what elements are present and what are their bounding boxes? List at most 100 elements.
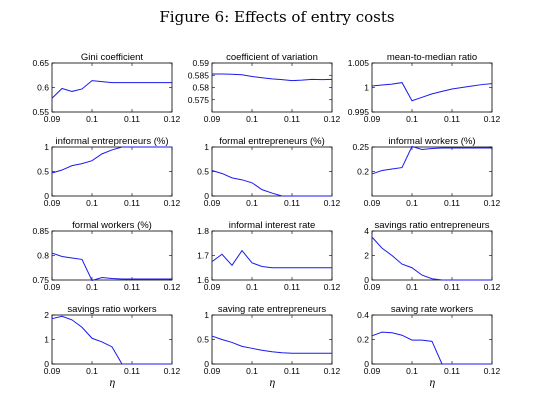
chart-4-ytick-label-2: 1	[204, 142, 209, 152]
chart-0-xtick-label-1: 0.1	[86, 114, 98, 124]
chart-0-series-line	[51, 80, 172, 99]
chart-8-xtick-label-2: 0.11	[444, 282, 460, 292]
chart-9-xtick-label-1: 0.1	[86, 366, 98, 376]
chart-1-title: coefficient of variation	[226, 52, 318, 63]
chart-6-xtick-label-0: 0.09	[44, 282, 61, 292]
chart-2-xtick-label-3: 0.12	[484, 114, 501, 124]
chart-6-ytick-label-0: 0.75	[32, 275, 49, 285]
chart-0-ytick-label-1: 0.6	[37, 83, 49, 93]
chart-2-xtick-label-2: 0.11	[444, 114, 460, 124]
chart-1-xtick-label-0: 0.09	[204, 114, 221, 124]
chart-4-xtick-label-1: 0.1	[246, 198, 258, 208]
chart-2-series-line	[371, 82, 493, 102]
chart-9-xtick-label-0: 0.09	[44, 366, 61, 376]
chart-4-xtick-label-3: 0.12	[324, 198, 341, 208]
chart-7-xtick-label-0: 0.09	[204, 282, 221, 292]
chart-5-xtick-label-1: 0.1	[406, 198, 418, 208]
chart-8-xtick-label-1: 0.1	[406, 282, 418, 292]
chart-10-axes	[211, 314, 333, 365]
chart-7-xtick-label-1: 0.1	[246, 282, 258, 292]
chart-9-ytick-label-1: 1	[44, 335, 49, 345]
chart-6-xtick-label-1: 0.1	[86, 282, 98, 292]
chart-3-ytick-label-1: 0.5	[37, 167, 49, 177]
chart-6-series-line	[51, 252, 172, 282]
chart-11-ytick-label-2: 0.4	[357, 310, 369, 320]
chart-8-panel: savings ratio entrepreneurs 0.09 0.1 0.11 0.…	[364, 220, 501, 292]
chart-7-axes	[211, 230, 333, 281]
chart-5-ytick-label-0: 0.2	[357, 167, 369, 177]
chart-2-xtick-label-1: 0.1	[406, 114, 418, 124]
chart-0-panel: Gini coefficient 0.09 0.1 0.11 0.12 0.55 0.6 0.…	[32, 52, 180, 124]
chart-5-title: informal workers (%)	[388, 136, 475, 147]
chart-8-title: savings ratio entrepreneurs	[374, 220, 489, 231]
chart-2-ytick-label-0: 0.995	[348, 107, 370, 117]
chart-11-series-line	[371, 331, 492, 365]
chart-11-axes	[371, 314, 493, 365]
chart-6-axes	[51, 230, 173, 281]
chart-3-panel: informal entrepreneurs (%) 0.09 0.1 0.11 0.1…	[37, 136, 180, 208]
chart-0-xtick-label-2: 0.11	[124, 114, 140, 124]
chart-1-ytick-label-3: 0.59	[192, 58, 209, 68]
chart-9-xlabel: η	[109, 378, 115, 389]
chart-6-title: formal workers (%)	[72, 220, 152, 231]
chart-6-xtick-label-2: 0.11	[124, 282, 140, 292]
figure-title: Figure 6: Effects of entry costs	[159, 8, 394, 26]
chart-9-panel: savings ratio workers 0.09 0.1 0.11 0.12 0 1 2 η	[44, 304, 181, 389]
chart-1-panel: coefficient of variation 0.09 0.1 0.11 0.12 0…	[188, 52, 341, 124]
chart-8-xtick-label-3: 0.12	[484, 282, 501, 292]
chart-1-ytick-label-1: 0.58	[192, 83, 209, 93]
chart-11-xtick-label-2: 0.11	[444, 366, 460, 376]
chart-10-xtick-label-1: 0.1	[246, 366, 258, 376]
chart-7-ytick-label-2: 1.8	[197, 226, 209, 236]
chart-8-ytick-label-1: 2	[364, 251, 369, 261]
chart-3-axes	[51, 146, 173, 197]
chart-10-xtick-label-3: 0.12	[324, 366, 341, 376]
chart-9-xtick-label-3: 0.12	[164, 366, 181, 376]
chart-5-axes	[371, 146, 493, 197]
chart-4-panel: formal entrepreneurs (%) 0.09 0.1 0.11 0.12 0…	[197, 136, 340, 208]
chart-1-ytick-label-2: 0.585	[188, 70, 210, 80]
chart-2-title: mean-to-median ratio	[387, 52, 477, 63]
chart-11-title: saving rate workers	[391, 304, 474, 315]
chart-4-xtick-label-0: 0.09	[204, 198, 221, 208]
chart-1-xtick-label-2: 0.11	[284, 114, 300, 124]
chart-10-panel: saving rate entrepreneurs 0.09 0.1 0.11 0.12…	[197, 304, 340, 389]
chart-2-ytick-label-1: 1	[364, 83, 369, 93]
chart-5-xtick-label-3: 0.12	[484, 198, 501, 208]
chart-0-xtick-label-3: 0.12	[164, 114, 181, 124]
chart-11-xtick-label-1: 0.1	[406, 366, 418, 376]
chart-11-ytick-label-0: 0	[364, 359, 369, 369]
chart-5-panel: informal workers (%) 0.09 0.1 0.11 0.12 0.2 0.…	[352, 136, 500, 208]
chart-7-ytick-label-0: 1.6	[197, 275, 209, 285]
chart-0-axes	[51, 62, 173, 113]
chart-10-xlabel: η	[269, 378, 275, 389]
chart-9-axes	[51, 314, 173, 365]
chart-5-ytick-label-1: 0.25	[352, 142, 369, 152]
chart-10-ytick-label-1: 0.5	[197, 335, 209, 345]
chart-8-ytick-label-0: 0	[364, 275, 369, 285]
chart-1-ytick-label-0: 0.575	[188, 95, 210, 105]
chart-11-panel: saving rate workers 0.09 0.1 0.11 0.12 0 0.2 0.…	[357, 304, 500, 389]
chart-1-xtick-label-3: 0.12	[324, 114, 341, 124]
chart-4-ytick-label-1: 0.5	[197, 167, 209, 177]
chart-8-axes	[371, 230, 493, 281]
chart-7-series-line	[211, 249, 332, 269]
chart-0-title: Gini coefficient	[81, 52, 143, 63]
chart-4-xtick-label-2: 0.11	[284, 198, 300, 208]
chart-2-ytick-label-2: 1.005	[348, 58, 370, 68]
chart-4-series-line	[211, 170, 332, 197]
chart-11-xtick-label-3: 0.12	[484, 366, 501, 376]
chart-9-title: savings ratio workers	[67, 304, 156, 315]
chart-1-axes	[211, 62, 333, 113]
chart-11-xtick-label-0: 0.09	[364, 366, 381, 376]
chart-7-ytick-label-1: 1.7	[197, 251, 209, 261]
chart-3-ytick-label-0: 0	[44, 191, 49, 201]
chart-10-xtick-label-2: 0.11	[284, 366, 300, 376]
chart-4-title: formal entrepreneurs (%)	[219, 136, 325, 147]
chart-11-ytick-label-1: 0.2	[357, 335, 369, 345]
chart-4-axes	[211, 146, 333, 197]
chart-7-panel: informal interest rate 0.09 0.1 0.11 0.12 1.6…	[197, 220, 340, 292]
chart-7-xtick-label-3: 0.12	[324, 282, 341, 292]
